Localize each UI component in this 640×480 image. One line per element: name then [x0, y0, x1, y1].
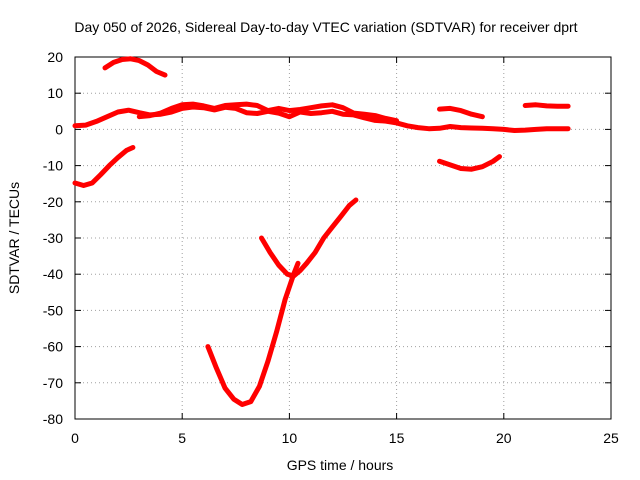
x-axis-label: GPS time / hours: [287, 457, 394, 473]
series-track-e: [522, 102, 571, 109]
series-track-c2: [136, 101, 400, 124]
series-track-h: [259, 197, 359, 279]
y-tick-label: -30: [43, 230, 63, 246]
series-track-c: [72, 104, 571, 133]
x-tick-label: 25: [603, 430, 619, 446]
y-tick-label: 20: [47, 49, 63, 65]
y-tick-labels: 20 10 0 -10 -20 -30 -40 -50 -60 -70 -80: [43, 49, 63, 427]
y-tick-label: 0: [55, 121, 63, 137]
x-tick-label: 10: [282, 430, 298, 446]
y-tick-label: -40: [43, 266, 63, 282]
grid-lines: [75, 57, 611, 419]
series-track-b: [72, 145, 136, 188]
x-tick-label: 0: [71, 430, 79, 446]
x-tick-label: 5: [178, 430, 186, 446]
series-track-d: [437, 105, 485, 120]
y-tick-label: -20: [43, 194, 63, 210]
series-track-f: [437, 154, 502, 172]
series-track-a: [102, 56, 168, 78]
y-tick-label: 10: [47, 85, 63, 101]
y-tick-label: -70: [43, 375, 63, 391]
x-tick-label: 15: [389, 430, 405, 446]
chart-title: Day 050 of 2026, Sidereal Day-to-day VTE…: [74, 19, 577, 35]
x-tick-label: 20: [496, 430, 512, 446]
data-series: [72, 56, 571, 407]
y-tick-label: -60: [43, 339, 63, 355]
y-axis-label: SDTVAR / TECUs: [6, 182, 22, 294]
series-track-g: [205, 260, 301, 407]
y-tick-label: -50: [43, 302, 63, 318]
y-tick-label: -10: [43, 158, 63, 174]
x-tick-labels: 0 5 10 15 20 25: [71, 430, 619, 446]
axis-ticks: [74, 56, 612, 420]
y-tick-label: -80: [43, 411, 63, 427]
